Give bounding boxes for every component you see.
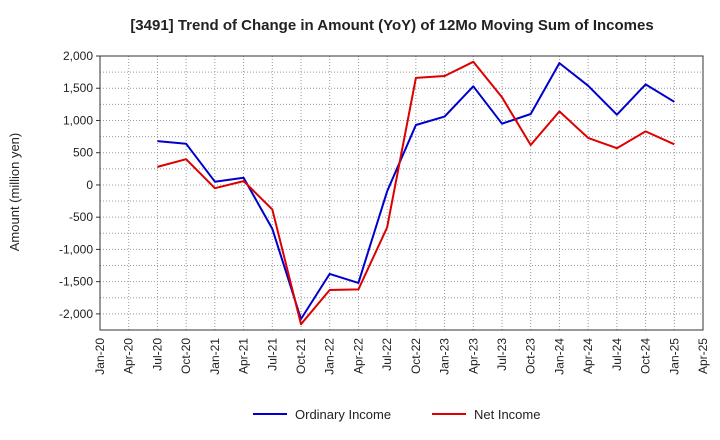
grid-lines xyxy=(99,55,704,331)
series-lines xyxy=(157,60,675,326)
x-tick-label: Jan-25 xyxy=(667,338,681,375)
x-axis-ticks: Jan-20 Apr-20 Jul-20 Oct-20 Jan-21 Apr-21 Jul-… xyxy=(93,338,710,375)
x-tick-label: Oct-24 xyxy=(639,338,653,374)
x-tick-label: Jan-20 xyxy=(93,338,107,375)
y-tick-label: -1,500 xyxy=(59,275,93,289)
legend-ordinary-income: Ordinary Income xyxy=(253,407,391,422)
x-tick-label: Jan-21 xyxy=(208,338,222,375)
x-tick-label: Jul-23 xyxy=(495,338,509,371)
legend-label: Net Income xyxy=(474,407,540,422)
y-tick-label: 2,000 xyxy=(63,49,93,63)
series-line-ordinary-income xyxy=(157,62,675,320)
x-tick-label: Jul-20 xyxy=(150,338,164,371)
legend-net-income: Net Income xyxy=(432,407,540,422)
y-tick-label: -2,000 xyxy=(59,307,93,321)
series-line-net-income xyxy=(157,60,675,326)
y-tick-label: 500 xyxy=(73,146,93,160)
x-tick-label: Apr-20 xyxy=(122,338,136,374)
x-tick-label: Apr-21 xyxy=(237,338,251,374)
x-tick-label: Oct-21 xyxy=(294,338,308,374)
x-tick-label: Oct-20 xyxy=(179,338,193,374)
x-tick-label: Jul-24 xyxy=(610,338,624,371)
x-tick-label: Apr-24 xyxy=(581,338,595,374)
x-tick-label: Apr-23 xyxy=(466,338,480,374)
x-tick-label: Jan-23 xyxy=(438,338,452,375)
y-tick-label: 1,000 xyxy=(63,113,93,127)
y-axis-label: Amount (million yen) xyxy=(7,133,22,252)
y-tick-label: -1,000 xyxy=(59,242,93,256)
legend-label: Ordinary Income xyxy=(295,407,391,422)
x-tick-label: Jan-22 xyxy=(323,338,337,375)
x-tick-label: Jul-22 xyxy=(380,338,394,371)
chart-title: [3491] Trend of Change in Amount (YoY) o… xyxy=(130,17,653,34)
plot-frame xyxy=(99,55,704,331)
y-tick-label: 1,500 xyxy=(63,81,93,95)
y-axis-ticks: 2,000 1,500 1,000 500 0 -500 -1,000 -1,500 -2,00… xyxy=(59,49,100,321)
x-tick-label: Apr-22 xyxy=(351,338,365,374)
x-tick-label: Jan-24 xyxy=(552,338,566,375)
y-tick-label: -500 xyxy=(69,210,93,224)
y-tick-label: 0 xyxy=(86,178,93,192)
legend: Ordinary Income Net Income xyxy=(253,407,540,422)
x-tick-label: Jul-21 xyxy=(265,338,279,371)
x-tick-label: Oct-23 xyxy=(524,338,538,374)
x-tick-label: Oct-22 xyxy=(409,338,423,374)
x-tick-label: Apr-25 xyxy=(696,338,710,374)
